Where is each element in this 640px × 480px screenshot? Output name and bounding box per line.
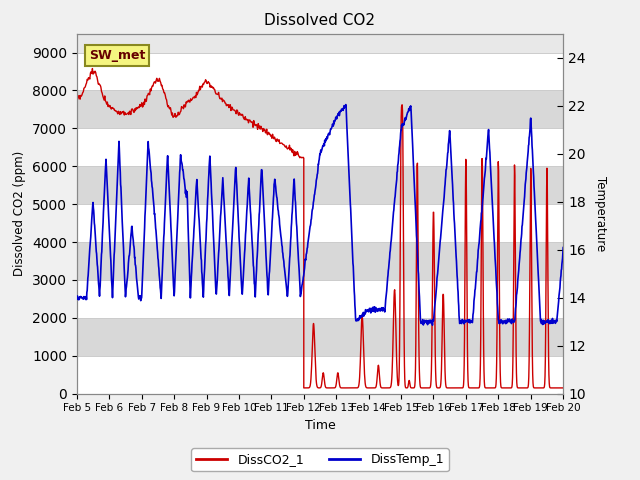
Bar	[77, 90, 563, 128]
DissTemp_1	[111, 249, 118, 254]
DissTemp_1	[429, 322, 436, 328]
Bar	[77, 166, 563, 204]
DissTemp_1	[350, 281, 358, 287]
Bar	[77, 280, 563, 318]
DissTemp_1	[131, 247, 138, 252]
Line: DissTemp_1: DissTemp_1	[77, 105, 563, 325]
DissCO2_1	[543, 184, 550, 190]
DissTemp_1	[298, 282, 306, 288]
DissCO2_1	[258, 126, 266, 132]
Y-axis label: Dissolved CO2 (ppm): Dissolved CO2 (ppm)	[13, 151, 26, 276]
DissCO2_1	[466, 385, 474, 391]
DissTemp_1	[73, 296, 81, 301]
DissCO2_1	[204, 81, 211, 86]
Title: Dissolved CO2: Dissolved CO2	[264, 13, 376, 28]
Bar	[77, 204, 563, 242]
Bar	[77, 318, 563, 356]
DissCO2_1	[73, 95, 81, 101]
Bar	[77, 356, 563, 394]
Line: DissCO2_1: DissCO2_1	[77, 69, 563, 388]
DissCO2_1	[559, 385, 567, 391]
Bar	[77, 52, 563, 90]
Y-axis label: Temperature: Temperature	[594, 176, 607, 251]
DissTemp_1	[342, 102, 349, 108]
Bar	[77, 242, 563, 280]
X-axis label: Time: Time	[305, 419, 335, 432]
DissTemp_1	[279, 254, 287, 260]
DissCO2_1	[96, 82, 104, 88]
DissCO2_1	[342, 385, 350, 391]
DissCO2_1	[346, 385, 354, 391]
Bar	[77, 128, 563, 166]
Text: SW_met: SW_met	[89, 49, 145, 62]
DissTemp_1	[559, 245, 567, 251]
Legend: DissCO2_1, DissTemp_1: DissCO2_1, DissTemp_1	[191, 448, 449, 471]
DissCO2_1	[88, 66, 96, 72]
DissTemp_1	[289, 192, 297, 198]
